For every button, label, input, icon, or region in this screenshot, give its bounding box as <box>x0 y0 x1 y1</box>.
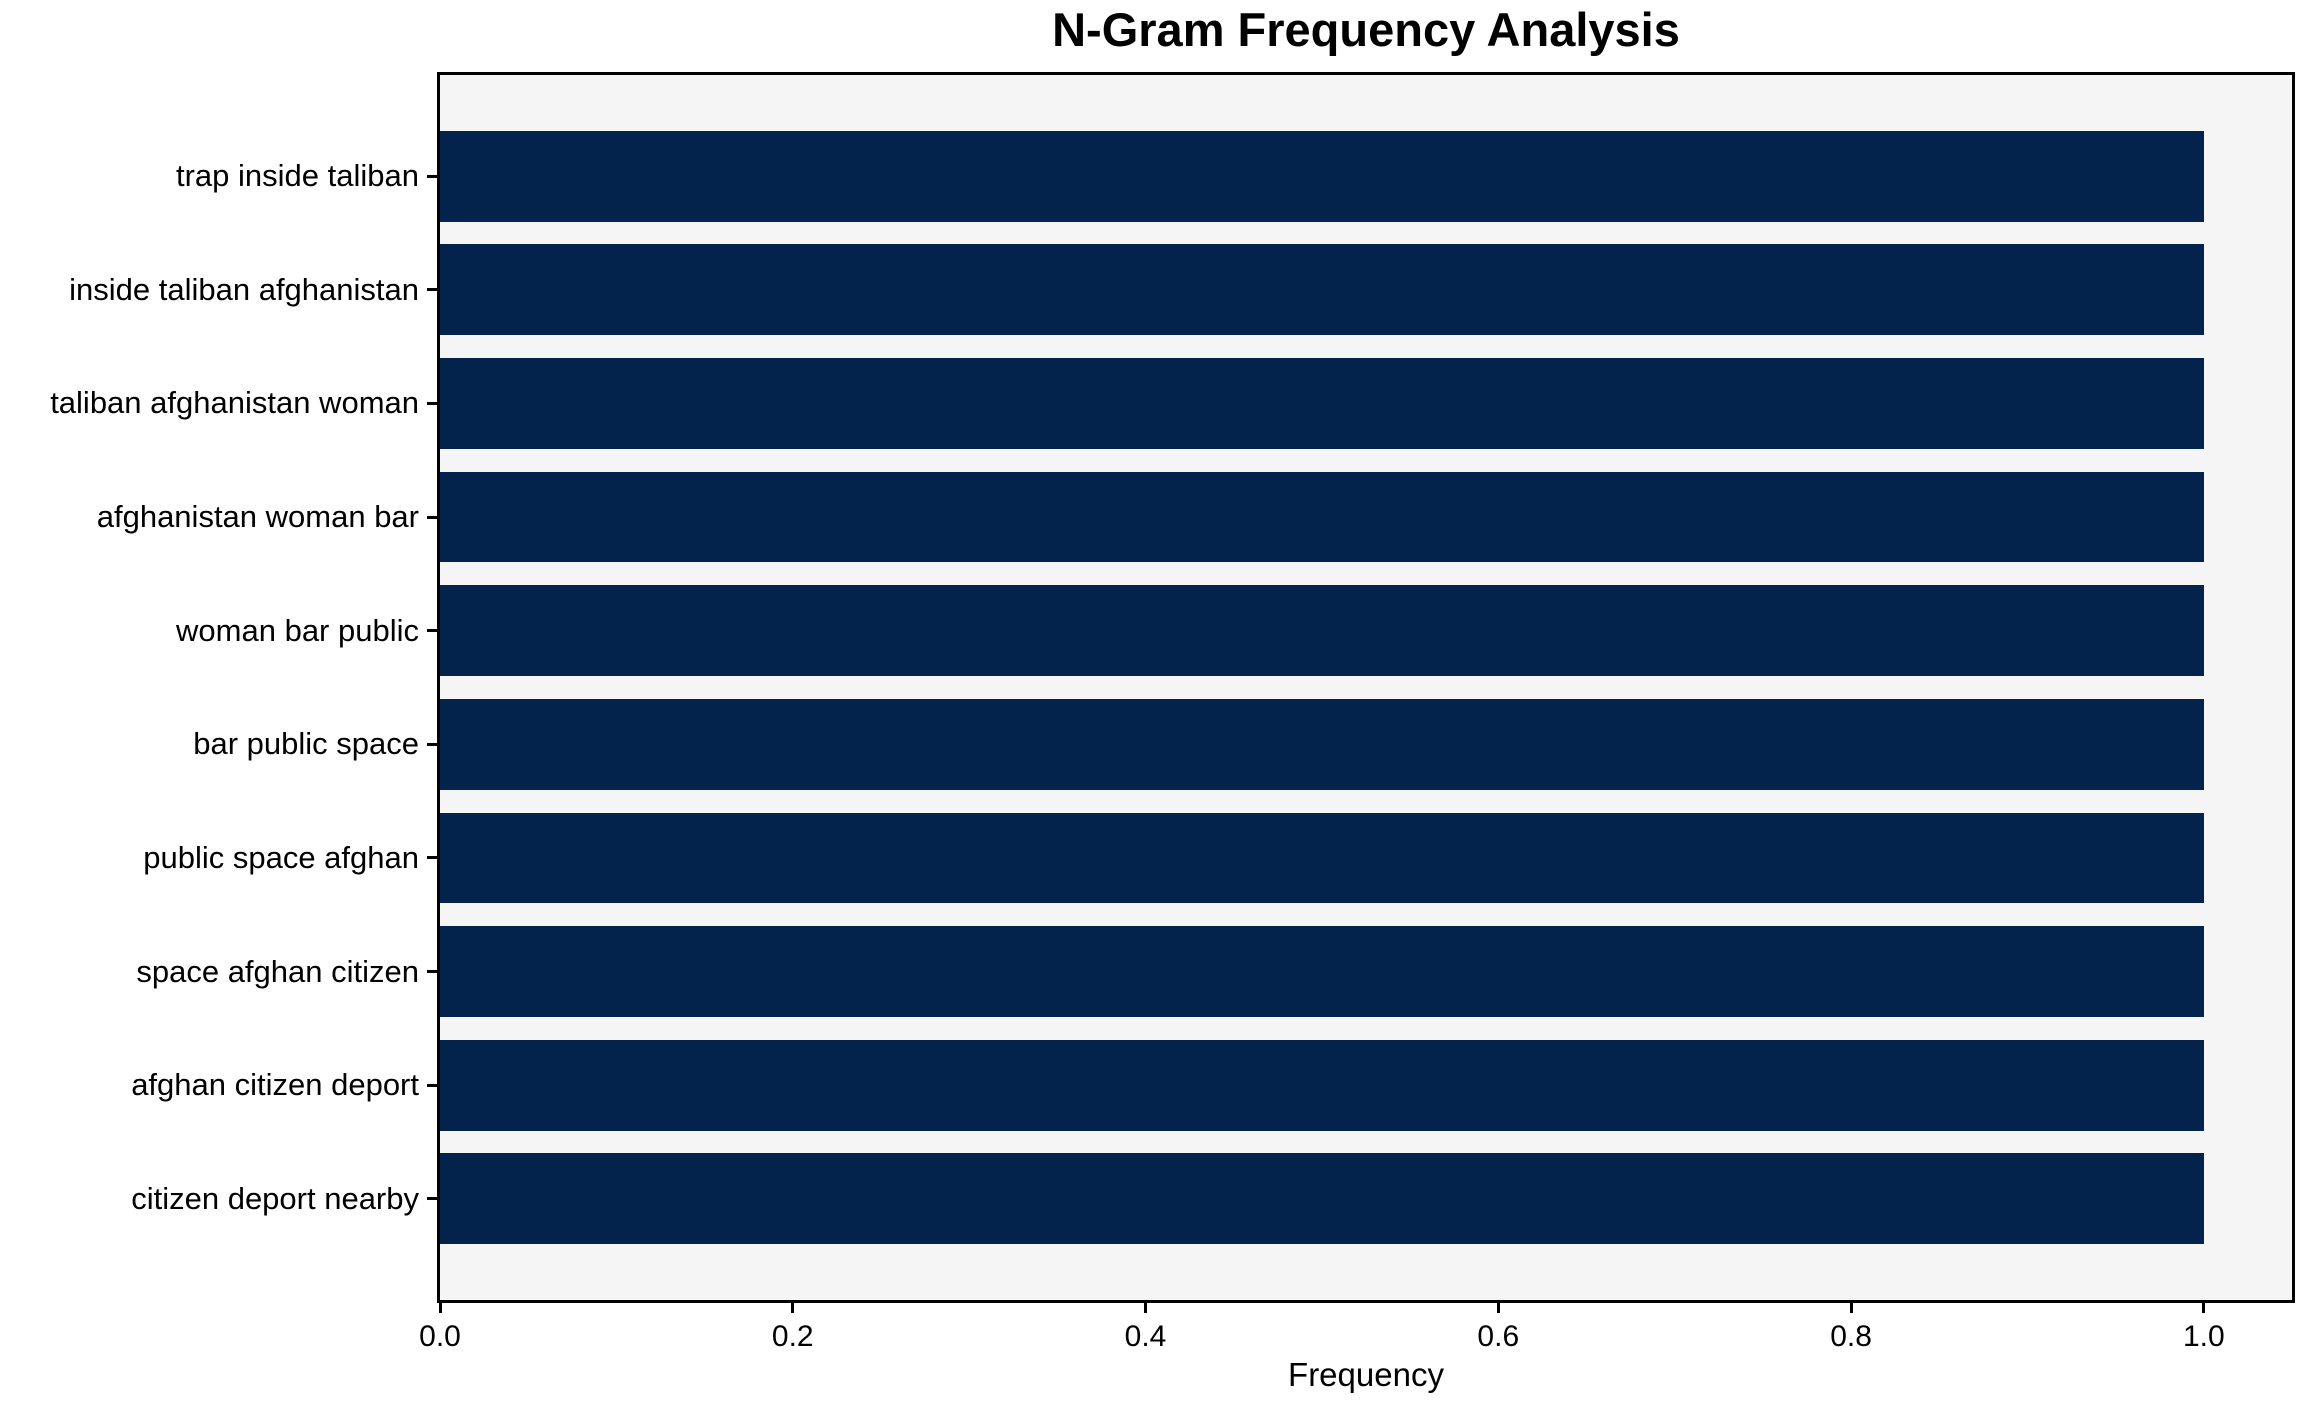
y-tick-mark <box>427 1197 437 1201</box>
y-tick-label: inside taliban afghanistan <box>69 271 419 307</box>
y-tick-label: taliban afghanistan woman <box>50 385 419 421</box>
y-tick-mark <box>427 856 437 860</box>
bar-9 <box>440 1039 2204 1131</box>
x-tick-label: 0.4 <box>1124 1320 1167 1353</box>
y-tick-label: woman bar public <box>176 612 419 648</box>
bar-1 <box>440 130 2204 222</box>
y-tick-label: afghanistan woman bar <box>96 499 419 535</box>
x-tick-label: 0.0 <box>419 1320 461 1353</box>
bar-6 <box>440 698 2204 790</box>
y-tick-mark <box>427 742 437 746</box>
x-tick-mark <box>1849 1303 1853 1313</box>
y-tick-mark <box>427 629 437 633</box>
x-tick-label: 0.2 <box>771 1320 814 1353</box>
y-tick-mark <box>427 174 437 178</box>
y-tick-label: space afghan citizen <box>136 953 419 989</box>
x-axis-label: Frequency <box>1288 1356 1444 1393</box>
y-tick-mark <box>427 970 437 974</box>
bar-3 <box>440 357 2204 449</box>
x-tick-label: 1.0 <box>2182 1320 2225 1353</box>
plot-area <box>437 72 2295 1303</box>
bar-5 <box>440 585 2204 677</box>
x-tick-label: 0.8 <box>1830 1320 1872 1353</box>
x-tick-mark <box>2202 1303 2206 1313</box>
y-tick-label: public space afghan <box>143 839 419 875</box>
x-tick-mark <box>791 1303 795 1313</box>
bar-8 <box>440 926 2204 1018</box>
y-tick-label: citizen deport nearby <box>131 1180 419 1216</box>
y-tick-label: bar public space <box>193 726 419 762</box>
x-tick-mark <box>1496 1303 1500 1313</box>
bar-2 <box>440 244 2204 336</box>
x-tick-mark <box>1144 1303 1148 1313</box>
y-tick-mark <box>427 1083 437 1087</box>
y-tick-label: afghan citizen deport <box>131 1067 419 1103</box>
bar-7 <box>440 812 2204 904</box>
y-tick-mark <box>427 401 437 405</box>
bar-10 <box>440 1153 2204 1245</box>
y-tick-mark <box>427 288 437 292</box>
x-tick-mark <box>438 1303 442 1313</box>
chart-title: N-Gram Frequency Analysis <box>1052 3 1680 56</box>
y-tick-label: trap inside taliban <box>176 158 419 194</box>
y-tick-mark <box>427 515 437 519</box>
x-tick-label: 0.6 <box>1477 1320 1520 1353</box>
bar-4 <box>440 471 2204 563</box>
